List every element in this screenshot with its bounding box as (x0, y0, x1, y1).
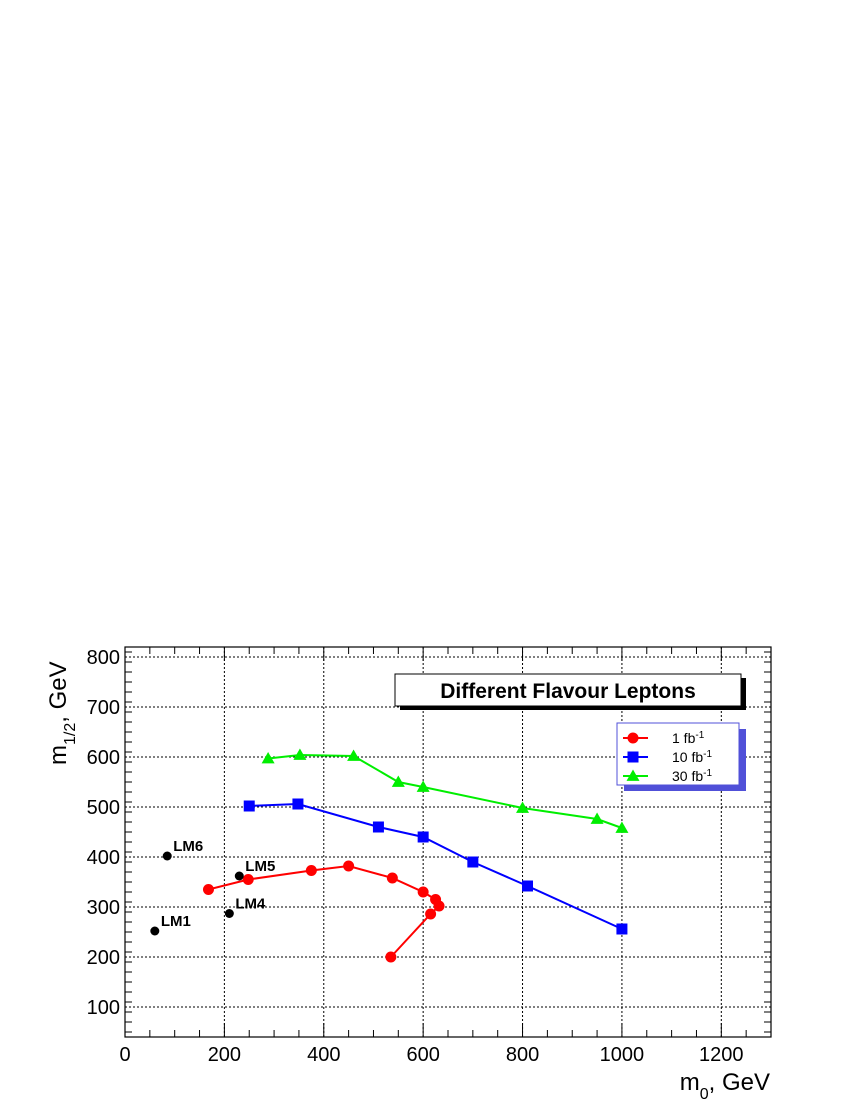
x-tick-label: 1200 (699, 1044, 744, 1066)
benchmark-point (234, 871, 244, 881)
data-point (343, 860, 355, 872)
series-2 (243, 798, 628, 935)
data-point (416, 780, 430, 792)
data-point (305, 865, 317, 876)
data-point (417, 831, 429, 843)
benchmark-points: LM1 LM4 LM5 LM6 (150, 838, 275, 936)
series-3 (261, 748, 629, 833)
y-tick-label: 600 (87, 747, 120, 769)
legend-label: 1 fb-1 (672, 730, 705, 747)
title-box: Different Flavour Leptons (394, 673, 746, 710)
series-layer (202, 748, 629, 963)
x-tick-label: 600 (406, 1044, 439, 1066)
y-tick-label: 300 (87, 897, 120, 919)
y-tick-label: 400 (87, 847, 120, 869)
axis-ticks (124, 647, 772, 1037)
data-point (261, 752, 275, 764)
benchmark-label: LM5 (245, 858, 275, 875)
data-point (386, 872, 398, 884)
data-point (292, 798, 304, 810)
y-tick-label: 200 (87, 947, 120, 969)
benchmark-lm5: LM5 (234, 858, 275, 881)
data-point (433, 900, 445, 912)
legend-marker (627, 751, 639, 763)
benchmark-label: LM1 (161, 913, 191, 930)
legend-label: 10 fb-1 (672, 749, 712, 766)
series-line (268, 753, 623, 829)
y-axis-title: m1/2, GeV (45, 661, 79, 765)
benchmark-lm1: LM1 (150, 913, 191, 936)
legend-marker (626, 769, 640, 781)
data-point (467, 856, 479, 868)
data-point (615, 821, 629, 833)
x-tick-label: 0 (119, 1044, 130, 1066)
x-tick-label: 1000 (600, 1044, 645, 1066)
benchmark-lm6: LM6 (162, 838, 203, 861)
benchmark-point (150, 926, 160, 936)
y-tick-label: 500 (87, 797, 120, 819)
legend: 1 fb-1 10 fb-1 30 fb-1 (616, 722, 746, 791)
benchmark-label: LM6 (173, 838, 203, 855)
benchmark-lm4: LM4 (224, 896, 266, 918)
grid (125, 647, 771, 1037)
chart-title: Different Flavour Leptons (440, 680, 696, 703)
data-point (372, 821, 384, 833)
legend-label: 30 fb-1 (672, 768, 712, 785)
x-axis-title: m0, GeV (680, 1069, 770, 1100)
data-point (417, 886, 429, 898)
data-point (293, 748, 307, 760)
benchmark-point (162, 851, 172, 861)
data-point (391, 775, 405, 787)
data-point (590, 812, 604, 824)
data-point (616, 923, 628, 935)
x-tick-label: 800 (506, 1044, 539, 1066)
y-tick-label: 100 (87, 997, 120, 1019)
data-point (425, 908, 437, 920)
data-point (202, 884, 214, 895)
benchmark-point (224, 909, 234, 918)
series-line (208, 864, 441, 958)
x-tick-label: 200 (208, 1044, 241, 1066)
tick-labels: 0 200 400 600 800 1000 1200 100 200 300 400 500 600 7… (87, 647, 744, 1066)
y-tick-label: 800 (87, 647, 120, 669)
data-point (242, 874, 254, 885)
y-tick-label: 700 (87, 697, 120, 719)
data-point (243, 800, 255, 812)
benchmark-label: LM4 (235, 896, 266, 913)
data-point (385, 951, 397, 963)
data-point (516, 801, 530, 813)
legend-entry-1: 1 fb-1 (623, 730, 705, 747)
legend-entry-2: 10 fb-1 (623, 749, 712, 766)
series-1 (202, 860, 445, 963)
data-point (522, 880, 534, 892)
data-point (347, 749, 361, 761)
legend-entry-3: 30 fb-1 (623, 768, 712, 785)
legend-marker (627, 732, 639, 744)
x-tick-label: 400 (307, 1044, 340, 1066)
